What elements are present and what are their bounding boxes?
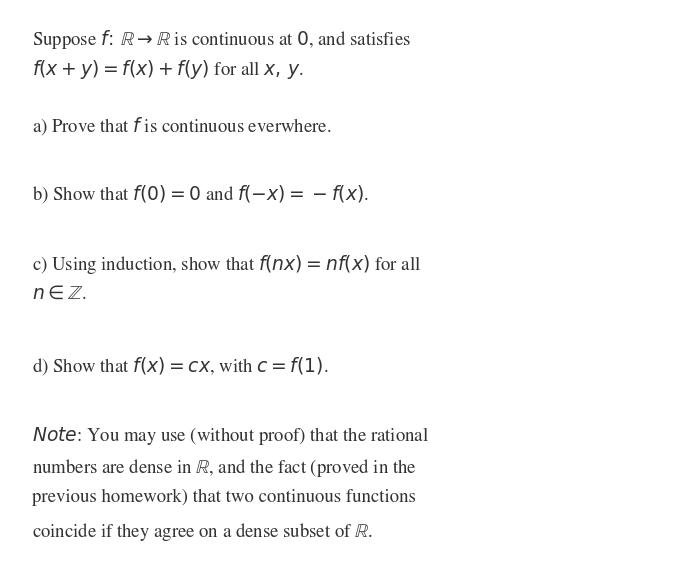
Text: $f(x + y) = f(x) + f(y)$ for all $x,\, y$.: $f(x + y) = f(x) + f(y)$ for all $x,\, y… xyxy=(32,58,304,81)
Text: previous homework) that two continuous functions: previous homework) that two continuous f… xyxy=(32,489,415,506)
Text: a) Prove that $f$ is continuous everwhere.: a) Prove that $f$ is continuous everwher… xyxy=(32,115,331,137)
Text: numbers are dense in $\mathbb{R}$, and the fact (proved in the: numbers are dense in $\mathbb{R}$, and t… xyxy=(32,457,416,479)
Text: Suppose $f\!:\, \mathbb{R} \to \mathbb{R}$ is continuous at $0$, and satisfies: Suppose $f\!:\, \mathbb{R} \to \mathbb{R… xyxy=(32,28,411,51)
Text: b) Show that $f(0) = 0$ and $f(-x) = -f(x)$.: b) Show that $f(0) = 0$ and $f(-x) = -f(… xyxy=(32,183,368,205)
Text: c) Using induction, show that $f(nx) = nf(x)$ for all: c) Using induction, show that $f(nx) = n… xyxy=(32,253,421,276)
Text: $\mathit{Note}$: You may use (without proof) that the rational: $\mathit{Note}$: You may use (without pr… xyxy=(32,425,428,447)
Text: d) Show that $f(x) = cx$, with $c = f(1)$.: d) Show that $f(x) = cx$, with $c = f(1)… xyxy=(32,355,328,377)
Text: $n \in \mathbb{Z}$.: $n \in \mathbb{Z}$. xyxy=(32,285,87,302)
Text: coincide if they agree on a dense subset of $\mathbb{R}$.: coincide if they agree on a dense subset… xyxy=(32,521,372,543)
